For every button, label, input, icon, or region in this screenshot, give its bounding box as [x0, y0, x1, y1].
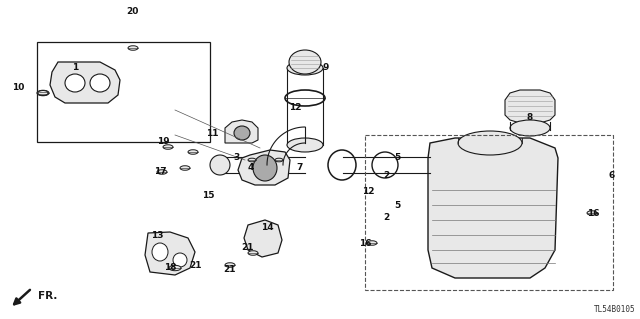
- Text: 7: 7: [297, 164, 303, 173]
- Text: 5: 5: [394, 152, 400, 161]
- Text: 17: 17: [154, 167, 166, 176]
- Ellipse shape: [37, 90, 49, 96]
- Ellipse shape: [248, 251, 258, 255]
- Polygon shape: [238, 150, 290, 185]
- Ellipse shape: [234, 126, 250, 140]
- Ellipse shape: [188, 150, 198, 154]
- Text: 19: 19: [157, 137, 170, 146]
- Ellipse shape: [90, 74, 110, 92]
- Ellipse shape: [367, 241, 377, 245]
- Bar: [37, 42, 210, 142]
- Ellipse shape: [587, 211, 597, 215]
- Ellipse shape: [169, 265, 181, 271]
- Text: 5: 5: [394, 201, 400, 210]
- Text: 2: 2: [383, 170, 389, 180]
- Text: 21: 21: [224, 265, 236, 275]
- Ellipse shape: [180, 166, 190, 170]
- Ellipse shape: [510, 120, 550, 136]
- Ellipse shape: [128, 46, 138, 50]
- Ellipse shape: [289, 50, 321, 74]
- Text: 21: 21: [242, 242, 254, 251]
- Ellipse shape: [287, 61, 323, 75]
- Text: 12: 12: [362, 188, 374, 197]
- Text: 16: 16: [587, 209, 599, 218]
- Polygon shape: [244, 220, 282, 257]
- Polygon shape: [145, 232, 195, 275]
- Ellipse shape: [38, 91, 48, 95]
- Text: 11: 11: [205, 129, 218, 137]
- Ellipse shape: [287, 138, 323, 152]
- Text: 3: 3: [234, 153, 240, 162]
- Text: TL54B0105: TL54B0105: [593, 305, 635, 314]
- Text: 20: 20: [126, 8, 138, 17]
- Text: 6: 6: [609, 170, 615, 180]
- Text: 21: 21: [189, 261, 202, 270]
- Polygon shape: [225, 120, 258, 143]
- Polygon shape: [50, 62, 120, 103]
- Text: 9: 9: [323, 63, 329, 72]
- Text: 10: 10: [12, 83, 24, 92]
- Text: 15: 15: [202, 190, 214, 199]
- Text: 4: 4: [248, 164, 254, 173]
- Text: FR.: FR.: [38, 291, 58, 301]
- Ellipse shape: [173, 253, 187, 267]
- Text: 13: 13: [151, 231, 163, 240]
- Ellipse shape: [210, 155, 230, 175]
- Text: 1: 1: [72, 63, 78, 72]
- Text: 12: 12: [289, 103, 301, 113]
- Text: 18: 18: [164, 263, 176, 272]
- Polygon shape: [428, 138, 558, 278]
- Polygon shape: [505, 90, 555, 123]
- Text: 14: 14: [260, 222, 273, 232]
- Ellipse shape: [458, 131, 522, 155]
- Text: 8: 8: [527, 114, 533, 122]
- Ellipse shape: [248, 158, 256, 162]
- Ellipse shape: [152, 243, 168, 261]
- Text: 2: 2: [383, 213, 389, 222]
- Ellipse shape: [275, 158, 283, 162]
- Bar: [365, 135, 613, 290]
- Ellipse shape: [65, 74, 85, 92]
- Ellipse shape: [253, 155, 277, 181]
- Ellipse shape: [225, 263, 235, 267]
- Ellipse shape: [157, 170, 167, 174]
- Ellipse shape: [163, 145, 173, 149]
- Text: 16: 16: [359, 239, 371, 248]
